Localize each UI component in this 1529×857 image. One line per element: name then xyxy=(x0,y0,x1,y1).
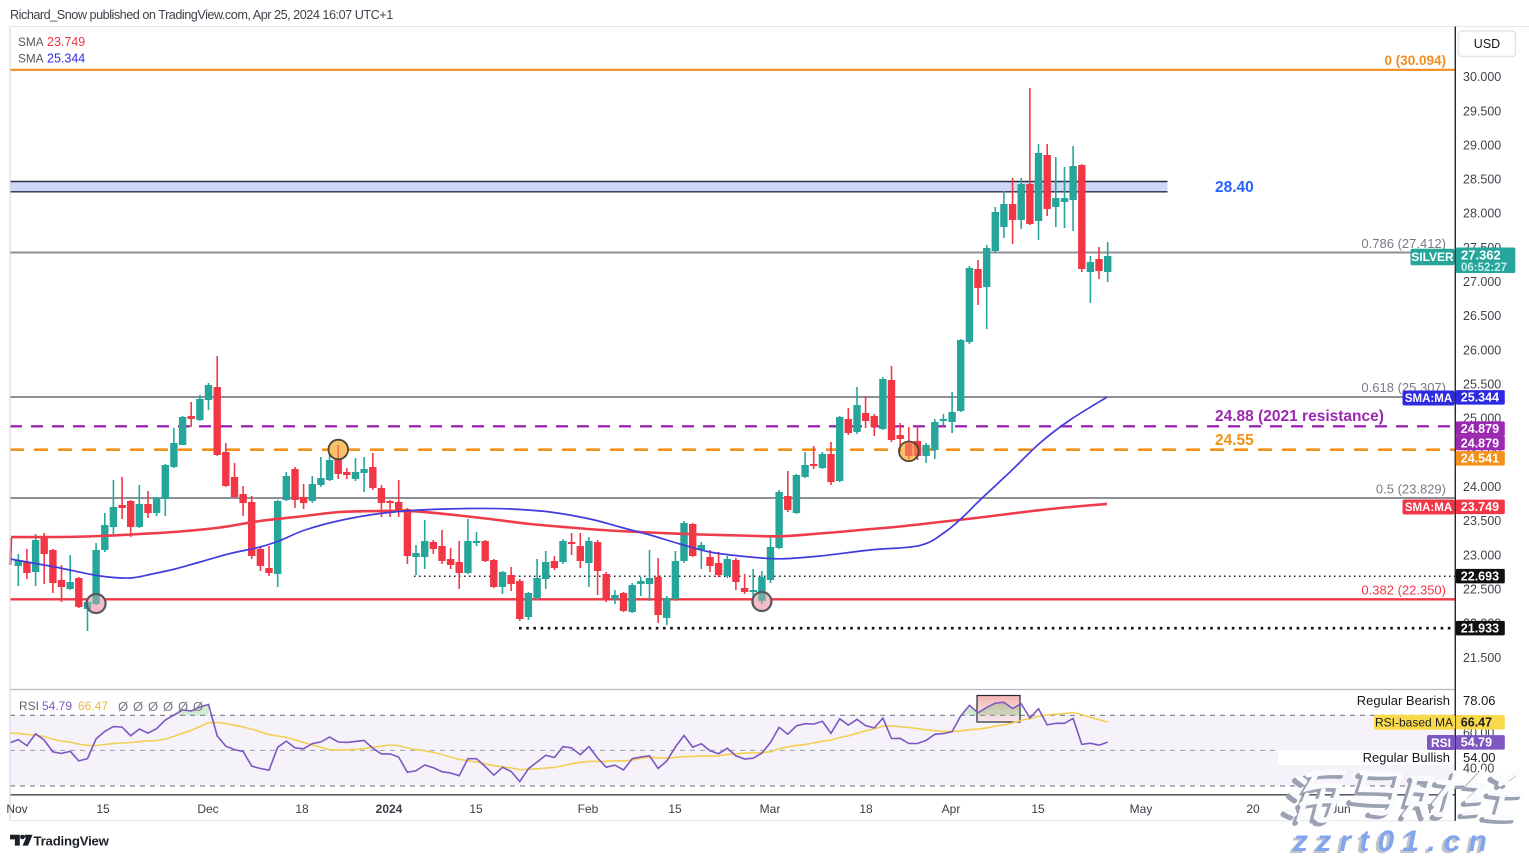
svg-text:2024: 2024 xyxy=(376,802,403,816)
svg-text:Apr: Apr xyxy=(942,802,961,816)
svg-text:24.000: 24.000 xyxy=(1463,480,1501,494)
svg-text:06:52:27: 06:52:27 xyxy=(1461,262,1507,274)
svg-text:54.00: 54.00 xyxy=(1463,750,1496,765)
svg-text:18: 18 xyxy=(295,802,309,816)
svg-text:Ø: Ø xyxy=(193,699,203,714)
svg-text:20: 20 xyxy=(1246,802,1260,816)
svg-text:29.500: 29.500 xyxy=(1463,104,1501,118)
svg-text:0.786 (27.412): 0.786 (27.412) xyxy=(1361,236,1446,251)
svg-text:zzrt01.cn: zzrt01.cn xyxy=(1292,825,1495,857)
svg-text:Ø: Ø xyxy=(118,699,128,714)
svg-text:54.79: 54.79 xyxy=(42,699,72,713)
svg-text:27.362: 27.362 xyxy=(1461,248,1501,263)
svg-text:28.40: 28.40 xyxy=(1215,179,1254,196)
svg-text:21.500: 21.500 xyxy=(1463,651,1501,665)
svg-text:18: 18 xyxy=(859,802,873,816)
svg-text:66.47: 66.47 xyxy=(1461,716,1492,730)
svg-text:26.500: 26.500 xyxy=(1463,309,1501,323)
svg-text:Richard_Snow published on Trad: Richard_Snow published on TradingView.co… xyxy=(10,8,393,22)
svg-text:28.000: 28.000 xyxy=(1463,207,1501,221)
svg-text:27.000: 27.000 xyxy=(1463,275,1501,289)
svg-text:0 (30.094): 0 (30.094) xyxy=(1384,53,1446,68)
svg-text:Regular Bullish: Regular Bullish xyxy=(1363,750,1450,765)
svg-text:30.000: 30.000 xyxy=(1463,70,1501,84)
svg-text:23.500: 23.500 xyxy=(1463,514,1501,528)
svg-text:25.500: 25.500 xyxy=(1463,378,1501,392)
svg-text:0.382 (22.350): 0.382 (22.350) xyxy=(1361,583,1446,598)
svg-text:SILVER: SILVER xyxy=(1411,250,1454,264)
svg-text:RSI: RSI xyxy=(1431,736,1451,750)
svg-text:SMA:MA: SMA:MA xyxy=(1405,502,1452,514)
svg-text:23.749: 23.749 xyxy=(1461,500,1499,514)
svg-text:23.000: 23.000 xyxy=(1463,548,1501,562)
svg-text:66.47: 66.47 xyxy=(78,699,108,713)
svg-text:24.55: 24.55 xyxy=(1215,432,1254,449)
svg-text:0.5 (23.829): 0.5 (23.829) xyxy=(1376,482,1446,497)
svg-text:SMA:MA: SMA:MA xyxy=(1405,393,1452,405)
svg-text:21.933: 21.933 xyxy=(1461,621,1499,635)
svg-text:Ø: Ø xyxy=(178,699,188,714)
svg-text:Dec: Dec xyxy=(197,802,218,816)
svg-text:54.79: 54.79 xyxy=(1461,736,1492,750)
svg-text:24.879: 24.879 xyxy=(1461,436,1499,450)
svg-text:24.541: 24.541 xyxy=(1461,452,1499,466)
svg-text:25.344: 25.344 xyxy=(47,52,85,66)
svg-text:Ø: Ø xyxy=(148,699,158,714)
svg-text:29.000: 29.000 xyxy=(1463,138,1501,152)
svg-text:Ø: Ø xyxy=(133,699,143,714)
svg-text:Nov: Nov xyxy=(6,802,27,816)
svg-text:24.88 (2021 resistance): 24.88 (2021 resistance) xyxy=(1215,408,1384,425)
svg-text:Ø: Ø xyxy=(163,699,173,714)
svg-text:SMA: SMA xyxy=(18,52,44,66)
svg-text:24.879: 24.879 xyxy=(1461,422,1499,436)
svg-text:RSI-based MA: RSI-based MA xyxy=(1375,716,1453,730)
svg-text:26.000: 26.000 xyxy=(1463,343,1501,357)
svg-text:15: 15 xyxy=(96,802,110,816)
svg-text:15: 15 xyxy=(668,802,682,816)
svg-text:28.500: 28.500 xyxy=(1463,173,1501,187)
svg-text:22.500: 22.500 xyxy=(1463,583,1501,597)
svg-text:RSI: RSI xyxy=(19,699,39,713)
svg-text:USD: USD xyxy=(1474,37,1500,51)
svg-text:Mar: Mar xyxy=(760,802,781,816)
svg-text:Regular Bearish: Regular Bearish xyxy=(1357,693,1450,708)
svg-text:78.06: 78.06 xyxy=(1463,693,1496,708)
svg-text:TradingView: TradingView xyxy=(34,834,110,849)
svg-text:SMA: SMA xyxy=(18,35,44,49)
svg-text:22.693: 22.693 xyxy=(1461,569,1499,583)
svg-text:Feb: Feb xyxy=(578,802,599,816)
svg-text:23.749: 23.749 xyxy=(47,35,85,49)
svg-text:40.00: 40.00 xyxy=(1463,761,1494,775)
svg-text:15: 15 xyxy=(1031,802,1045,816)
svg-text:May: May xyxy=(1130,802,1153,816)
svg-text:15: 15 xyxy=(469,802,483,816)
svg-text:25.344: 25.344 xyxy=(1461,391,1499,405)
